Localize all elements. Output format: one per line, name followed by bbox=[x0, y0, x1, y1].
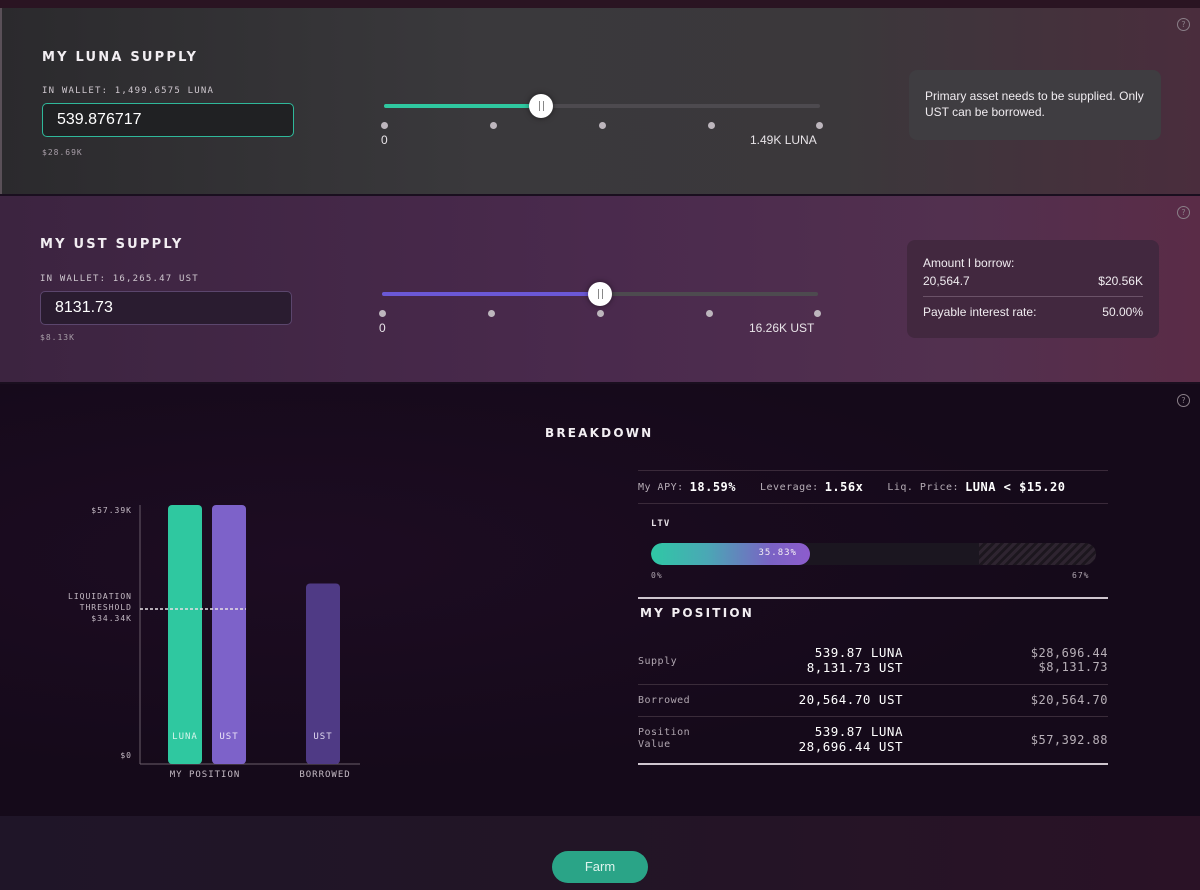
threshold-line1: LIQUIDATION bbox=[68, 592, 132, 601]
help-icon[interactable]: ? bbox=[1177, 394, 1190, 407]
position-value-label-line1: Position bbox=[638, 727, 691, 738]
luna-amount-input[interactable]: 539.876717 bbox=[42, 103, 294, 137]
supply-luna: 539.87 LUNA bbox=[814, 645, 903, 660]
supply-ust: 8,131.73 UST bbox=[806, 660, 903, 675]
luna-slider-min: 0 bbox=[381, 133, 388, 147]
value-ust: 28,696.44 UST bbox=[798, 739, 903, 754]
slider-tick[interactable] bbox=[814, 310, 821, 317]
slider-tick[interactable] bbox=[379, 310, 386, 317]
supply-amounts: 539.87 LUNA 8,131.73 UST bbox=[807, 645, 903, 675]
position-value-row: Position Value 539.87 LUNA 28,696.44 UST… bbox=[638, 724, 1108, 756]
slider-tick[interactable] bbox=[708, 122, 715, 129]
ust-slider-fill bbox=[382, 292, 600, 296]
slider-tick[interactable] bbox=[381, 122, 388, 129]
luna-info-box: Primary asset needs to be supplied. Only… bbox=[909, 70, 1161, 140]
bar-ust-label: UST bbox=[219, 732, 239, 742]
ust-slider-thumb[interactable] bbox=[588, 282, 612, 306]
value-luna: 539.87 LUNA bbox=[814, 724, 903, 739]
position-value-usd: $57,392.88 bbox=[1030, 733, 1108, 747]
borrow-label: Amount I borrow: bbox=[923, 256, 1015, 270]
bar-luna bbox=[168, 505, 202, 764]
luna-supply-panel: ? MY LUNA SUPPLY IN WALLET: 1,499.6575 L… bbox=[0, 8, 1200, 194]
ust-supply-panel: ? MY UST SUPPLY IN WALLET: 16,265.47 UST… bbox=[0, 196, 1200, 382]
x-label-borrowed: BORROWED bbox=[299, 770, 351, 780]
position-top-rule bbox=[638, 597, 1108, 599]
luna-supply-title: MY LUNA SUPPLY bbox=[42, 50, 199, 65]
bar-borrow bbox=[306, 583, 340, 764]
ust-slider-min: 0 bbox=[379, 321, 386, 335]
liq-price-value: LUNA < $15.20 bbox=[965, 480, 1066, 494]
liquidation-threshold-label: LIQUIDATION THRESHOLD $34.34K bbox=[30, 591, 132, 624]
farm-button[interactable]: Farm bbox=[552, 851, 648, 883]
position-value-label-line2: Value bbox=[638, 739, 671, 750]
borrowed-label: Borrowed bbox=[638, 695, 691, 706]
slider-tick[interactable] bbox=[488, 310, 495, 317]
ust-usd-value: $8.13K bbox=[40, 333, 75, 342]
luna-slider-track[interactable] bbox=[384, 94, 820, 118]
position-value-label: Position Value bbox=[638, 727, 690, 751]
row-divider bbox=[638, 716, 1108, 717]
borrowed-usd: $20,564.70 bbox=[1030, 693, 1108, 707]
my-position-title: MY POSITION bbox=[640, 606, 755, 620]
top-strip bbox=[0, 0, 1200, 8]
ltv-danger-zone bbox=[979, 543, 1096, 565]
luna-slider-thumb[interactable] bbox=[528, 94, 553, 118]
ltv-max-label: 67% bbox=[1072, 571, 1090, 580]
ust-amount-input[interactable]: 8131.73 bbox=[40, 291, 292, 325]
bar-ust bbox=[212, 505, 246, 764]
ust-borrow-info-box: Amount I borrow: 20,564.7 $20.56K Payabl… bbox=[907, 240, 1159, 338]
position-value-amounts: 539.87 LUNA 28,696.44 UST bbox=[799, 724, 903, 754]
stats-row: My APY: 18.59% Leverage: 1.56x Liq. Pric… bbox=[638, 470, 1108, 504]
ust-wallet-balance: IN WALLET: 16,265.47 UST bbox=[40, 274, 199, 284]
help-icon[interactable]: ? bbox=[1177, 18, 1190, 31]
bar-luna-label: LUNA bbox=[172, 732, 198, 742]
slider-tick[interactable] bbox=[706, 310, 713, 317]
luna-usd-value: $28.69K bbox=[42, 148, 83, 157]
apy-value: 18.59% bbox=[689, 480, 737, 494]
threshold-value: $34.34K bbox=[91, 614, 132, 623]
row-divider bbox=[638, 684, 1108, 685]
position-bottom-rule bbox=[638, 763, 1108, 765]
ust-slider-track[interactable] bbox=[382, 282, 818, 306]
bar-borrow-label: UST bbox=[313, 732, 333, 742]
liq-price-label: Liq. Price: bbox=[887, 481, 960, 493]
leverage-label: Leverage: bbox=[760, 481, 819, 493]
help-icon[interactable]: ? bbox=[1177, 206, 1190, 219]
y-axis-bottom-label: $0 bbox=[120, 751, 132, 760]
borrow-amount: 20,564.7 bbox=[923, 274, 970, 288]
ltv-label: LTV bbox=[651, 519, 671, 529]
luna-wallet-balance: IN WALLET: 1,499.6575 LUNA bbox=[42, 86, 215, 96]
luna-slider-fill bbox=[384, 104, 541, 108]
slider-tick[interactable] bbox=[599, 122, 606, 129]
leverage-value: 1.56x bbox=[824, 480, 864, 494]
y-axis-top-label: $57.39K bbox=[91, 506, 132, 515]
ltv-bar bbox=[651, 543, 1096, 565]
luna-slider-max: 1.49K LUNA bbox=[750, 133, 817, 147]
ltv-value: 35.83% bbox=[758, 548, 797, 558]
supply-usd: $28,696.44 $8,131.73 bbox=[1031, 646, 1108, 674]
supply-luna-usd: $28,696.44 bbox=[1030, 646, 1108, 660]
threshold-line2: THRESHOLD bbox=[79, 603, 132, 612]
borrow-usd: $20.56K bbox=[1098, 274, 1143, 288]
ltv-fill bbox=[651, 543, 811, 565]
slider-tick[interactable] bbox=[490, 122, 497, 129]
supply-row: Supply 539.87 LUNA 8,131.73 UST $28,696.… bbox=[638, 645, 1108, 679]
interest-value: 50.00% bbox=[1102, 305, 1143, 319]
ust-slider-max: 16.26K UST bbox=[749, 321, 815, 335]
info-divider bbox=[923, 296, 1143, 297]
slider-tick[interactable] bbox=[816, 122, 823, 129]
borrowed-amount: 20,564.70 UST bbox=[798, 692, 903, 707]
supply-ust-usd: $8,131.73 bbox=[1038, 660, 1108, 674]
apy-label: My APY: bbox=[638, 481, 684, 493]
breakdown-title: BREAKDOWN bbox=[545, 426, 654, 440]
ltv-min-label: 0% bbox=[651, 571, 663, 580]
x-label-my-position: MY POSITION bbox=[169, 770, 241, 780]
ust-supply-title: MY UST SUPPLY bbox=[40, 237, 184, 252]
slider-tick[interactable] bbox=[597, 310, 604, 317]
interest-label: Payable interest rate: bbox=[923, 305, 1037, 319]
supply-label: Supply bbox=[638, 656, 678, 667]
borrowed-row: Borrowed 20,564.70 UST $20,564.70 bbox=[638, 692, 1108, 710]
